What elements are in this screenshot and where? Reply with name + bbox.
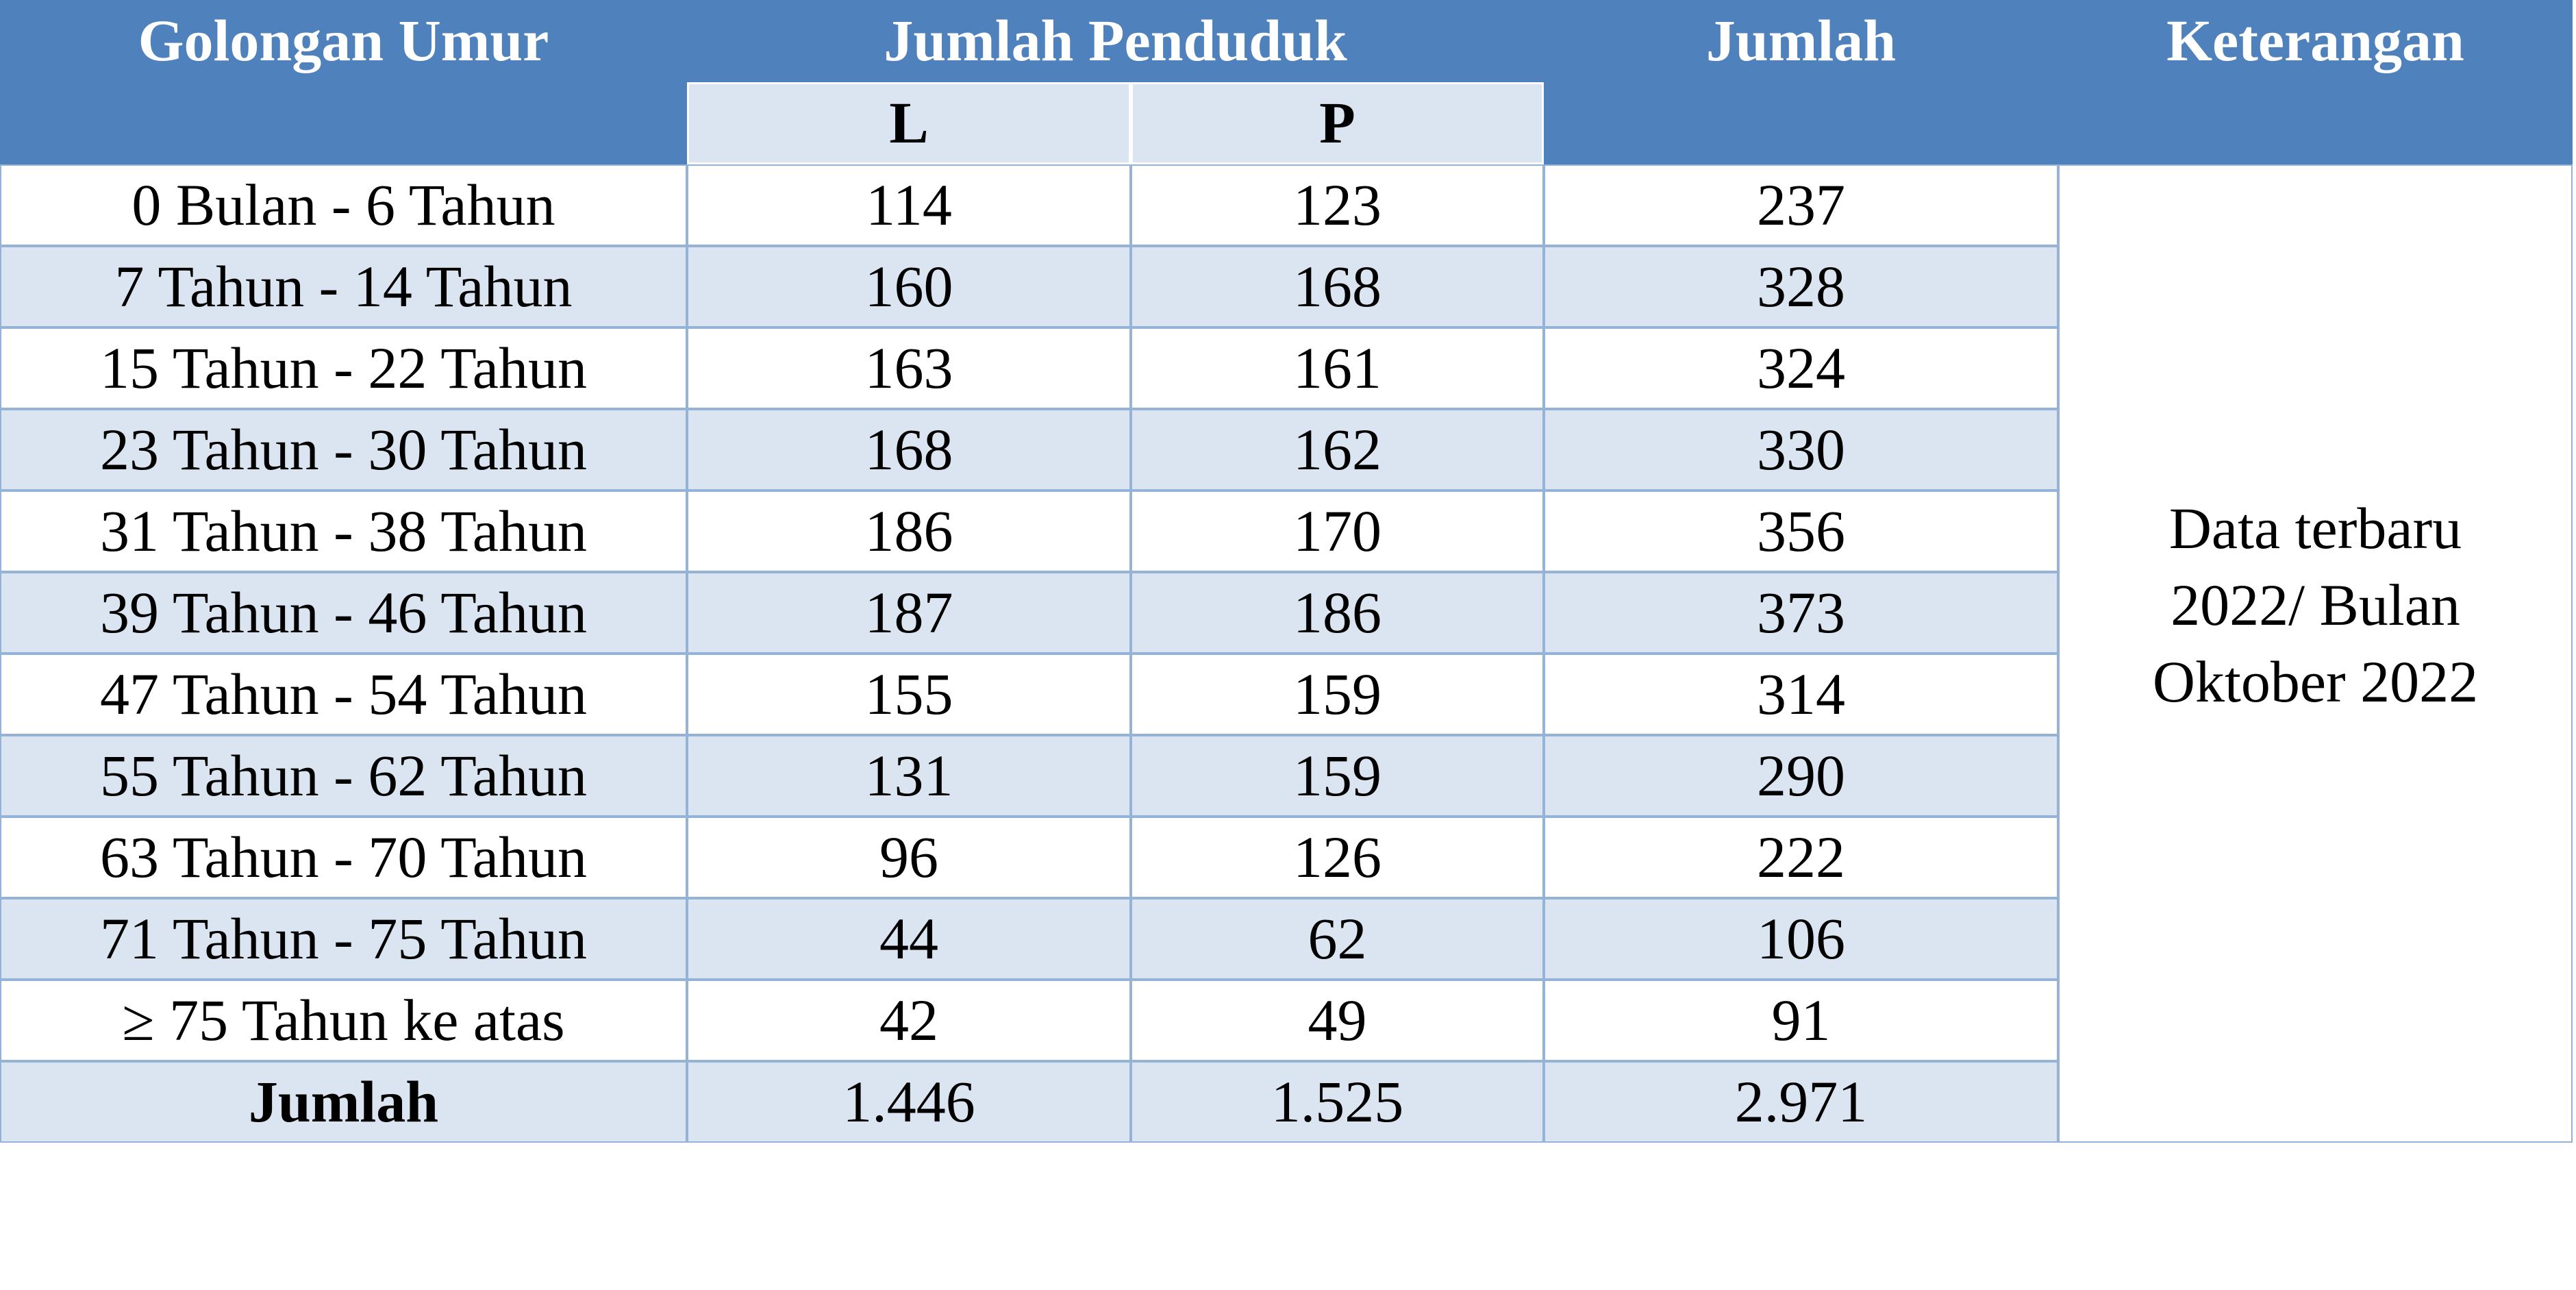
note-cell: Data terbaru 2022/ Bulan Oktober 2022 [2058, 164, 2573, 1143]
table-cell: 163 [687, 327, 1131, 409]
table-cell: 49 [1131, 980, 1544, 1061]
table-cell: 39 Tahun - 46 Tahun [0, 572, 687, 654]
table-cell: 155 [687, 654, 1131, 735]
header-cell: L [687, 82, 1131, 164]
table-cell: 237 [1544, 164, 2058, 246]
table-cell: 168 [687, 409, 1131, 491]
table-cell: 160 [687, 246, 1131, 327]
table-cell: 63 Tahun - 70 Tahun [0, 817, 687, 898]
table-cell: 162 [1131, 409, 1544, 491]
table-cell: 170 [1131, 491, 1544, 572]
table-cell: 161 [1131, 327, 1544, 409]
table-cell: 23 Tahun - 30 Tahun [0, 409, 687, 491]
table-cell: 159 [1131, 735, 1544, 817]
table-cell: 44 [687, 898, 1131, 980]
table-cell: 168 [1131, 246, 1544, 327]
table-cell: 2.971 [1544, 1061, 2058, 1143]
table-cell: 1.446 [687, 1061, 1131, 1143]
table-cell: 186 [1131, 572, 1544, 654]
table-cell: 0 Bulan - 6 Tahun [0, 164, 687, 246]
table-cell: 328 [1544, 246, 2058, 327]
header-cell: Jumlah Penduduk [687, 0, 1544, 82]
table-cell: 71 Tahun - 75 Tahun [0, 898, 687, 980]
table-cell: 131 [687, 735, 1131, 817]
table-cell: 126 [1131, 817, 1544, 898]
table-cell: 356 [1544, 491, 2058, 572]
table-cell: 159 [1131, 654, 1544, 735]
table-cell: 42 [687, 980, 1131, 1061]
table-cell: 314 [1544, 654, 2058, 735]
table-cell: 330 [1544, 409, 2058, 491]
table-cell: 373 [1544, 572, 2058, 654]
table-cell: 324 [1544, 327, 2058, 409]
table-cell: 106 [1544, 898, 2058, 980]
table-cell: Jumlah [0, 1061, 687, 1143]
table-cell: 15 Tahun - 22 Tahun [0, 327, 687, 409]
table-cell: 123 [1131, 164, 1544, 246]
table-cell: 31 Tahun - 38 Tahun [0, 491, 687, 572]
table-cell: 91 [1544, 980, 2058, 1061]
header-cell: Keterangan [2058, 0, 2573, 164]
header-cell: P [1131, 82, 1544, 164]
table-cell: 47 Tahun - 54 Tahun [0, 654, 687, 735]
header-cell: Golongan Umur [0, 0, 687, 164]
table-cell: 222 [1544, 817, 2058, 898]
table-cell: 186 [687, 491, 1131, 572]
table-cell: 7 Tahun - 14 Tahun [0, 246, 687, 327]
table-cell: 290 [1544, 735, 2058, 817]
table-cell: 187 [687, 572, 1131, 654]
table-cell: 55 Tahun - 62 Tahun [0, 735, 687, 817]
table-cell: ≥ 75 Tahun ke atas [0, 980, 687, 1061]
table-cell: 62 [1131, 898, 1544, 980]
table-cell: 114 [687, 164, 1131, 246]
table-cell: 1.525 [1131, 1061, 1544, 1143]
header-cell: Jumlah [1544, 0, 2058, 164]
table-cell: 96 [687, 817, 1131, 898]
